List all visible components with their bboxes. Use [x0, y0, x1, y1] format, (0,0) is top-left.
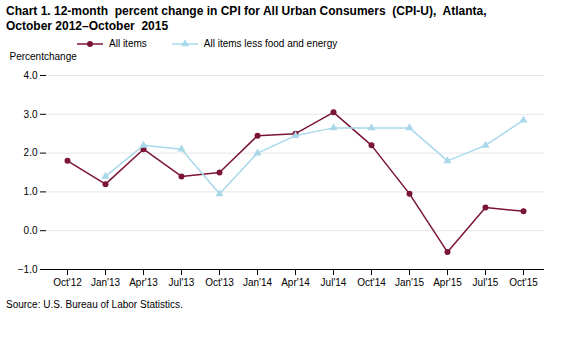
svg-text:Jan'15: Jan'15: [395, 277, 425, 288]
html-text:Source: U.S. Bureau of Labor S: Source: U.S. Bureau of Labor Statistics.: [6, 299, 183, 310]
html-text:All items: All items: [109, 38, 147, 49]
svg-text:2.0: 2.0: [24, 147, 38, 158]
svg-text:Apr'13: Apr'13: [129, 277, 158, 288]
svg-text:Oct'12: Oct'12: [53, 277, 82, 288]
svg-text:Apr'14: Apr'14: [281, 277, 310, 288]
svg-text:Oct'14: Oct'14: [357, 277, 386, 288]
html-text:October 2012–October 2015: October 2012–October 2015: [6, 19, 169, 33]
svg-text:Jul'15: Jul'15: [473, 277, 499, 288]
html-text:Chart 1. 12-month percent chan: Chart 1. 12-month percent change in CPI …: [6, 4, 487, 18]
svg-text:4.0: 4.0: [24, 70, 38, 81]
svg-text:Oct'15: Oct'15: [509, 277, 538, 288]
svg-text:Jan'13: Jan'13: [91, 277, 121, 288]
svg-text:−1.0: −1.0: [18, 264, 38, 275]
svg-text:Jul'13: Jul'13: [169, 277, 195, 288]
svg-text:0.0: 0.0: [24, 225, 38, 236]
svg-text:1.0: 1.0: [24, 186, 38, 197]
svg-text:Jul'14: Jul'14: [321, 277, 347, 288]
html-text:All items less food and energy: All items less food and energy: [203, 38, 338, 49]
svg-text:Percentchange: Percentchange: [10, 51, 78, 62]
svg-text:Oct'13: Oct'13: [205, 277, 234, 288]
svg-text:3.0: 3.0: [24, 109, 38, 120]
svg-text:Jan'14: Jan'14: [243, 277, 273, 288]
svg-text:Apr'15: Apr'15: [433, 277, 462, 288]
